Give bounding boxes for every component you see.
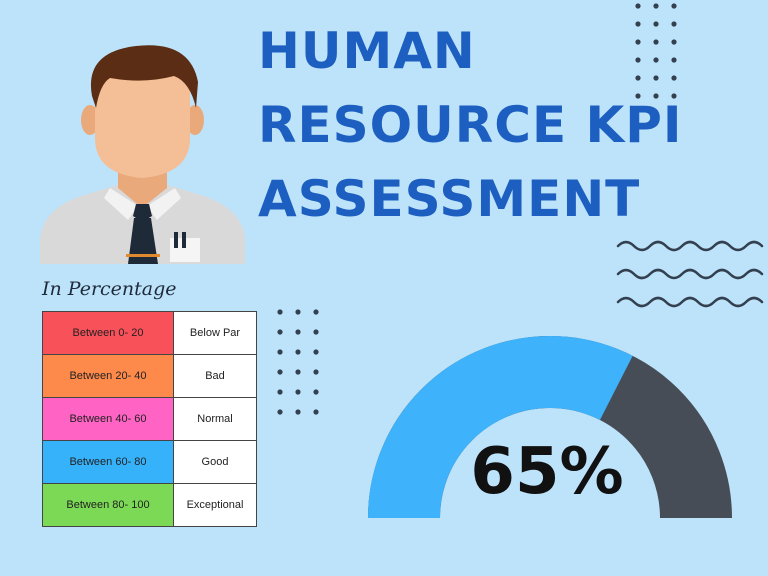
table-row: Between 60- 80 Good <box>42 440 257 484</box>
rating-cell: Good <box>173 440 257 484</box>
range-cell: Between 20- 40 <box>42 354 174 398</box>
rating-cell: Below Par <box>173 311 257 355</box>
title-line-1: HUMAN <box>258 22 476 80</box>
range-cell: Between 60- 80 <box>42 440 174 484</box>
gauge-value: 65% <box>470 435 624 509</box>
range-cell: Between 80- 100 <box>42 483 174 527</box>
dot-grid-icon <box>635 3 677 99</box>
rating-cell: Normal <box>173 397 257 441</box>
kpi-gauge <box>368 335 732 519</box>
table-row: Between 0- 20 Below Par <box>42 311 257 355</box>
dot-grid-icon <box>277 309 319 415</box>
table-row: Between 40- 60 Normal <box>42 397 257 441</box>
gauge-fill <box>368 335 633 519</box>
page-title: HUMAN RESOURCE KPI ASSESSMENT <box>258 14 738 236</box>
title-line-3: ASSESSMENT <box>258 170 641 228</box>
person-avatar-icon <box>40 45 245 264</box>
range-cell: Between 40- 60 <box>42 397 174 441</box>
rating-cell: Bad <box>173 354 257 398</box>
table-row: Between 20- 40 Bad <box>42 354 257 398</box>
rating-cell: Exceptional <box>173 483 257 527</box>
legend-caption: In Percentage <box>42 278 177 300</box>
table-row: Between 80- 100 Exceptional <box>42 483 257 527</box>
wave-lines-icon <box>616 240 764 308</box>
range-cell: Between 0- 20 <box>42 311 174 355</box>
kpi-legend-table: Between 0- 20 Below Par Between 20- 40 B… <box>42 311 257 527</box>
title-line-2: RESOURCE KPI <box>258 96 683 154</box>
